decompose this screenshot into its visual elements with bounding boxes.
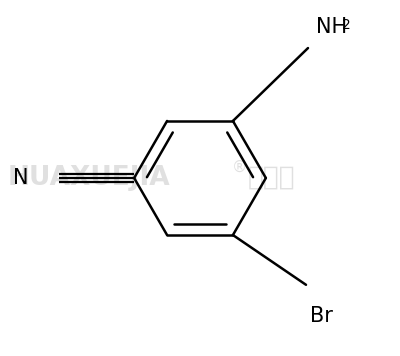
Text: ®: ® bbox=[232, 160, 247, 175]
Text: 化学加: 化学加 bbox=[248, 165, 296, 191]
Text: NH: NH bbox=[316, 17, 347, 37]
Text: 2: 2 bbox=[342, 19, 351, 32]
Text: N: N bbox=[13, 168, 29, 188]
Text: Br: Br bbox=[310, 306, 333, 326]
Text: HUAXUEJIA: HUAXUEJIA bbox=[8, 165, 171, 191]
